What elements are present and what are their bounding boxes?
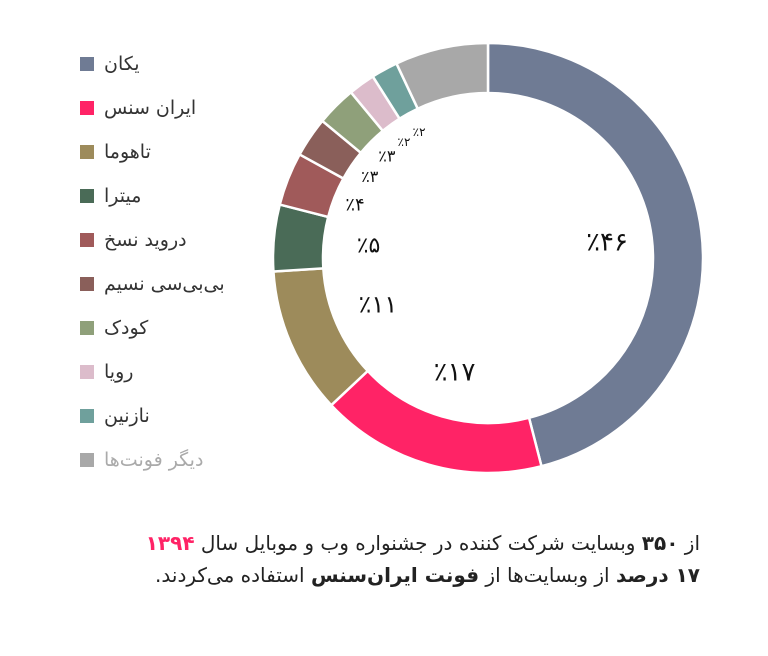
slice-label: ٪۲ [398,135,411,149]
legend-swatch [80,453,94,467]
legend-label: نازنین [104,405,150,427]
chart-caption: از ۳۵۰ وبسایت شرکت کننده در جشنواره وب و… [60,527,700,591]
legend-swatch [80,277,94,291]
slice-label: ٪۳ [361,167,379,186]
legend-item: درويد نسخ [80,218,260,262]
slice-label: ٪۴۶ [586,227,628,257]
legend-item: ایران سنس [80,86,260,130]
slice-label: ٪۳ [378,146,396,165]
legend-swatch [80,321,94,335]
legend-item: کودک [80,306,260,350]
legend-item: بی‌بی‌سی نسیم [80,262,260,306]
legend-swatch [80,101,94,115]
legend-label: بی‌بی‌سی نسیم [104,273,225,295]
donut-slice [272,267,370,407]
slice-label: ٪۵ [357,234,381,259]
legend-item: یکان [80,42,260,86]
legend-label: درويد نسخ [104,229,187,251]
legend-item: تاهوما [80,130,260,174]
legend-item: نازنین [80,394,260,438]
legend-item: دیگر فونت‌ها [80,438,260,482]
slice-label: ٪۱۱ [359,291,398,319]
legend-swatch [80,365,94,379]
donut-chart: ٪۴۶٪۱۷٪۱۱٪۵٪۴٪۳٪۳٪۲٪۲ [271,41,705,475]
legend-item: میترا [80,174,260,218]
legend-label: کودک [104,317,149,339]
legend-label: دیگر فونت‌ها [104,449,204,471]
donut-slice [394,41,490,111]
legend-label: تاهوما [104,141,151,163]
legend-swatch [80,57,94,71]
legend-item: رویا [80,350,260,394]
legend-label: میترا [104,185,142,207]
legend-swatch [80,409,94,423]
legend-label: ایران سنس [104,97,197,119]
legend-label: رویا [104,361,134,383]
caption-line-1: از ۳۵۰ وبسایت شرکت کننده در جشنواره وب و… [145,531,700,555]
slice-label: ٪۴ [345,194,364,215]
chart-legend: یکان ایران سنس تاهوما میترا درويد نسخ بی… [80,42,260,482]
legend-swatch [80,189,94,203]
slice-label: ٪۱۷ [434,358,476,388]
donut-slice [486,41,705,468]
caption-line-2: ۱۷ درصد از وبسایت‌ها از فونت ایران‌سنس ا… [155,563,700,587]
slice-label: ٪۲ [413,125,426,139]
legend-label: یکان [104,53,140,75]
legend-swatch [80,233,94,247]
legend-swatch [80,145,94,159]
